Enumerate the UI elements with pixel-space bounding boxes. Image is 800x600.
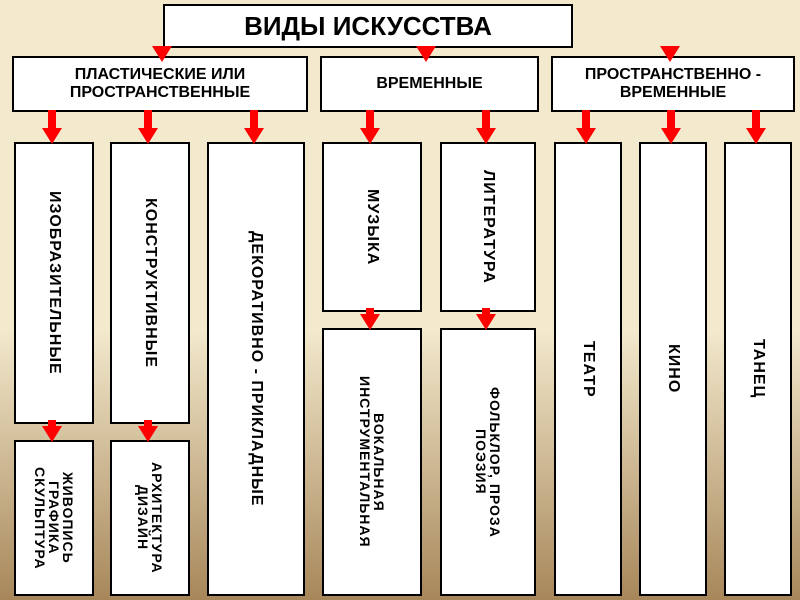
column-muzyka: МУЗЫКА bbox=[322, 142, 422, 312]
diagram-stage: ВИДЫ ИСКУССТВА ПЛАСТИЧЕСКИЕ ИЛИ ПРОСТРАН… bbox=[0, 0, 800, 600]
column-kino-label: КИНО bbox=[665, 344, 681, 393]
category-temporal: ВРЕМЕННЫЕ bbox=[320, 56, 539, 112]
column-dekorativno-prikladnye: ДЕКОРАТИВНО - ПРИКЛАДНЫЕ bbox=[207, 142, 305, 596]
sub-konstruktivnye: АРХИТЕКТУРА ДИЗАЙН bbox=[110, 440, 190, 596]
category-plastic-label: ПЛАСТИЧЕСКИЕ ИЛИ ПРОСТРАНСТВЕННЫЕ bbox=[70, 66, 250, 103]
sub-literatura-label: ФОЛЬКЛОР, ПРОЗА ПОЭЗИЯ bbox=[474, 387, 502, 538]
column-muzyka-label: МУЗЫКА bbox=[364, 189, 380, 265]
category-temporal-label: ВРЕМЕННЫЕ bbox=[376, 75, 482, 93]
sub-muzyka-label: ВОКАЛЬНАЯ ИНСТРУМЕНТАЛЬНАЯ bbox=[358, 376, 386, 548]
column-izobrazitelnye: ИЗОБРАЗИТЕЛЬНЫЕ bbox=[14, 142, 94, 424]
sub-konstruktivnye-label: АРХИТЕКТУРА ДИЗАЙН bbox=[136, 462, 164, 574]
column-tanets-label: ТАНЕЦ bbox=[750, 339, 766, 398]
title-box: ВИДЫ ИСКУССТВА bbox=[163, 4, 573, 48]
category-spatiotemporal: ПРОСТРАНСТВЕННО - ВРЕМЕННЫЕ bbox=[551, 56, 795, 112]
sub-izobrazitelnye: ЖИВОПИСЬ ГРАФИКА СКУЛЬПТУРА bbox=[14, 440, 94, 596]
column-tanets: ТАНЕЦ bbox=[724, 142, 792, 596]
column-literatura: ЛИТЕРАТУРА bbox=[440, 142, 536, 312]
column-kino: КИНО bbox=[639, 142, 707, 596]
category-spatiotemporal-label: ПРОСТРАНСТВЕННО - ВРЕМЕННЫЕ bbox=[585, 66, 761, 103]
sub-muzyka: ВОКАЛЬНАЯ ИНСТРУМЕНТАЛЬНАЯ bbox=[322, 328, 422, 596]
column-teatr: ТЕАТР bbox=[554, 142, 622, 596]
sub-literatura: ФОЛЬКЛОР, ПРОЗА ПОЭЗИЯ bbox=[440, 328, 536, 596]
title-text: ВИДЫ ИСКУССТВА bbox=[244, 11, 492, 42]
column-izobrazitelnye-label: ИЗОБРАЗИТЕЛЬНЫЕ bbox=[46, 191, 62, 375]
column-konstruktivnye-label: КОНСТРУКТИВНЫЕ bbox=[142, 198, 158, 368]
category-plastic: ПЛАСТИЧЕСКИЕ ИЛИ ПРОСТРАНСТВЕННЫЕ bbox=[12, 56, 308, 112]
column-dekorativno-prikladnye-label: ДЕКОРАТИВНО - ПРИКЛАДНЫЕ bbox=[248, 231, 264, 506]
column-konstruktivnye: КОНСТРУКТИВНЫЕ bbox=[110, 142, 190, 424]
sub-izobrazitelnye-label: ЖИВОПИСЬ ГРАФИКА СКУЛЬПТУРА bbox=[33, 467, 75, 570]
column-literatura-label: ЛИТЕРАТУРА bbox=[480, 170, 496, 284]
column-teatr-label: ТЕАТР bbox=[580, 341, 596, 398]
